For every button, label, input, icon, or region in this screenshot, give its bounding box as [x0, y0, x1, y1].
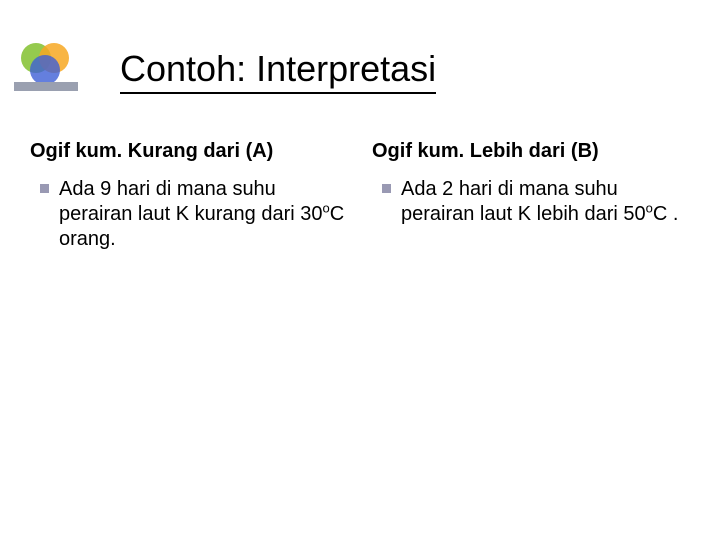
right-bullet-post: C .	[653, 203, 679, 225]
content-columns: Ogif kum. Kurang dari (A) Ada 9 hari di …	[30, 140, 690, 252]
square-bullet-icon	[382, 184, 391, 193]
right-bullet-text: Ada 2 hari di mana suhu perairan laut K …	[401, 177, 690, 227]
logo	[14, 40, 84, 100]
right-heading: Ogif kum. Lebih dari (B)	[372, 140, 690, 163]
left-bullet-row: Ada 9 hari di mana suhu perairan laut K …	[30, 177, 348, 252]
square-bullet-icon	[40, 184, 49, 193]
left-bullet-text: Ada 9 hari di mana suhu perairan laut K …	[59, 177, 348, 252]
right-bullet-row: Ada 2 hari di mana suhu perairan laut K …	[372, 177, 690, 227]
title-wrap: Contoh: Interpretasi	[120, 48, 680, 94]
left-bullet-sup: o	[323, 200, 330, 215]
overlapping-circles-icon	[14, 40, 84, 100]
right-bullet-sup: o	[646, 200, 653, 215]
slide-title: Contoh: Interpretasi	[120, 48, 436, 94]
right-bullet-pre: Ada 2 hari di mana suhu perairan laut K …	[401, 178, 646, 225]
right-column: Ogif kum. Lebih dari (B) Ada 2 hari di m…	[372, 140, 690, 252]
slide: Contoh: Interpretasi Ogif kum. Kurang da…	[0, 0, 720, 540]
left-bullet-pre: Ada 9 hari di mana suhu perairan laut K …	[59, 178, 323, 225]
left-heading: Ogif kum. Kurang dari (A)	[30, 140, 348, 163]
left-column: Ogif kum. Kurang dari (A) Ada 9 hari di …	[30, 140, 348, 252]
